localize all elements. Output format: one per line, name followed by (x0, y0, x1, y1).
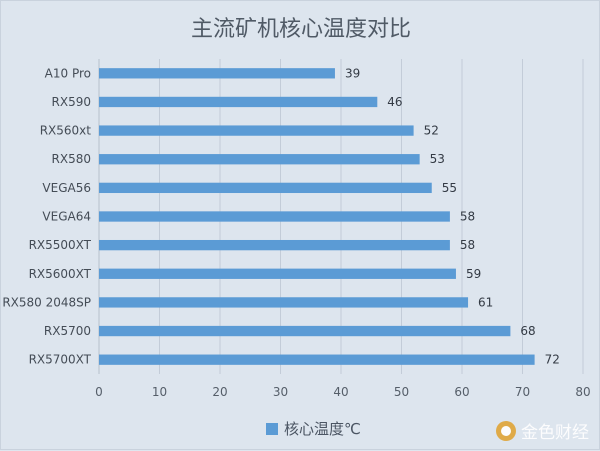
x-tick-label: 20 (212, 385, 227, 399)
bar (99, 211, 450, 222)
bar (99, 297, 469, 308)
data-label: 52 (424, 124, 439, 138)
category-label: RX560xt (40, 124, 92, 138)
x-tick-label: 40 (333, 385, 348, 399)
x-tick-label: 80 (575, 385, 590, 399)
watermark-text: 金色财经 (521, 423, 589, 443)
category-label: RX580 (52, 152, 91, 166)
data-label: 68 (520, 324, 535, 338)
bar (99, 325, 511, 337)
x-tick-label: 60 (454, 385, 469, 399)
category-label: RX580 2048SP (2, 295, 91, 309)
category-label: RX590 (52, 95, 91, 109)
data-label: 61 (478, 295, 493, 309)
category-label: A10 Pro (45, 66, 91, 80)
x-tick-label: 50 (394, 385, 409, 399)
x-tick-label: 30 (273, 385, 288, 399)
watermark: 金色财经 (496, 418, 589, 443)
x-tick-label: 0 (95, 385, 103, 399)
legend-swatch (266, 422, 278, 435)
bar (99, 96, 378, 108)
legend-label: 核心温度℃ (284, 420, 361, 438)
category-label: VEGA56 (42, 181, 91, 195)
data-label: 72 (545, 353, 560, 367)
category-label: RX5700 (44, 324, 91, 338)
data-label: 55 (442, 181, 457, 195)
bar (99, 268, 456, 279)
data-label: 46 (387, 95, 402, 109)
x-tick-label: 70 (515, 385, 530, 399)
category-label: RX5600XT (29, 267, 92, 281)
data-label: 59 (466, 267, 481, 281)
data-label: 39 (345, 66, 360, 80)
golden-coin-logo-icon (496, 420, 516, 441)
bar (99, 154, 420, 165)
data-label: 58 (460, 238, 475, 252)
bar (99, 125, 414, 136)
category-label: RX5500XT (29, 238, 92, 252)
category-label: RX5700XT (29, 353, 92, 367)
category-label: VEGA64 (42, 210, 91, 224)
x-tick-label: 10 (152, 385, 167, 399)
data-label: 53 (430, 152, 445, 166)
chart-title: 主流矿机核心温度对比 (190, 17, 411, 42)
bar (99, 68, 335, 79)
data-label: 58 (460, 210, 475, 224)
legend: 核心温度℃ (266, 418, 361, 439)
bar (99, 182, 432, 194)
bar (99, 354, 535, 365)
bar (99, 239, 450, 251)
